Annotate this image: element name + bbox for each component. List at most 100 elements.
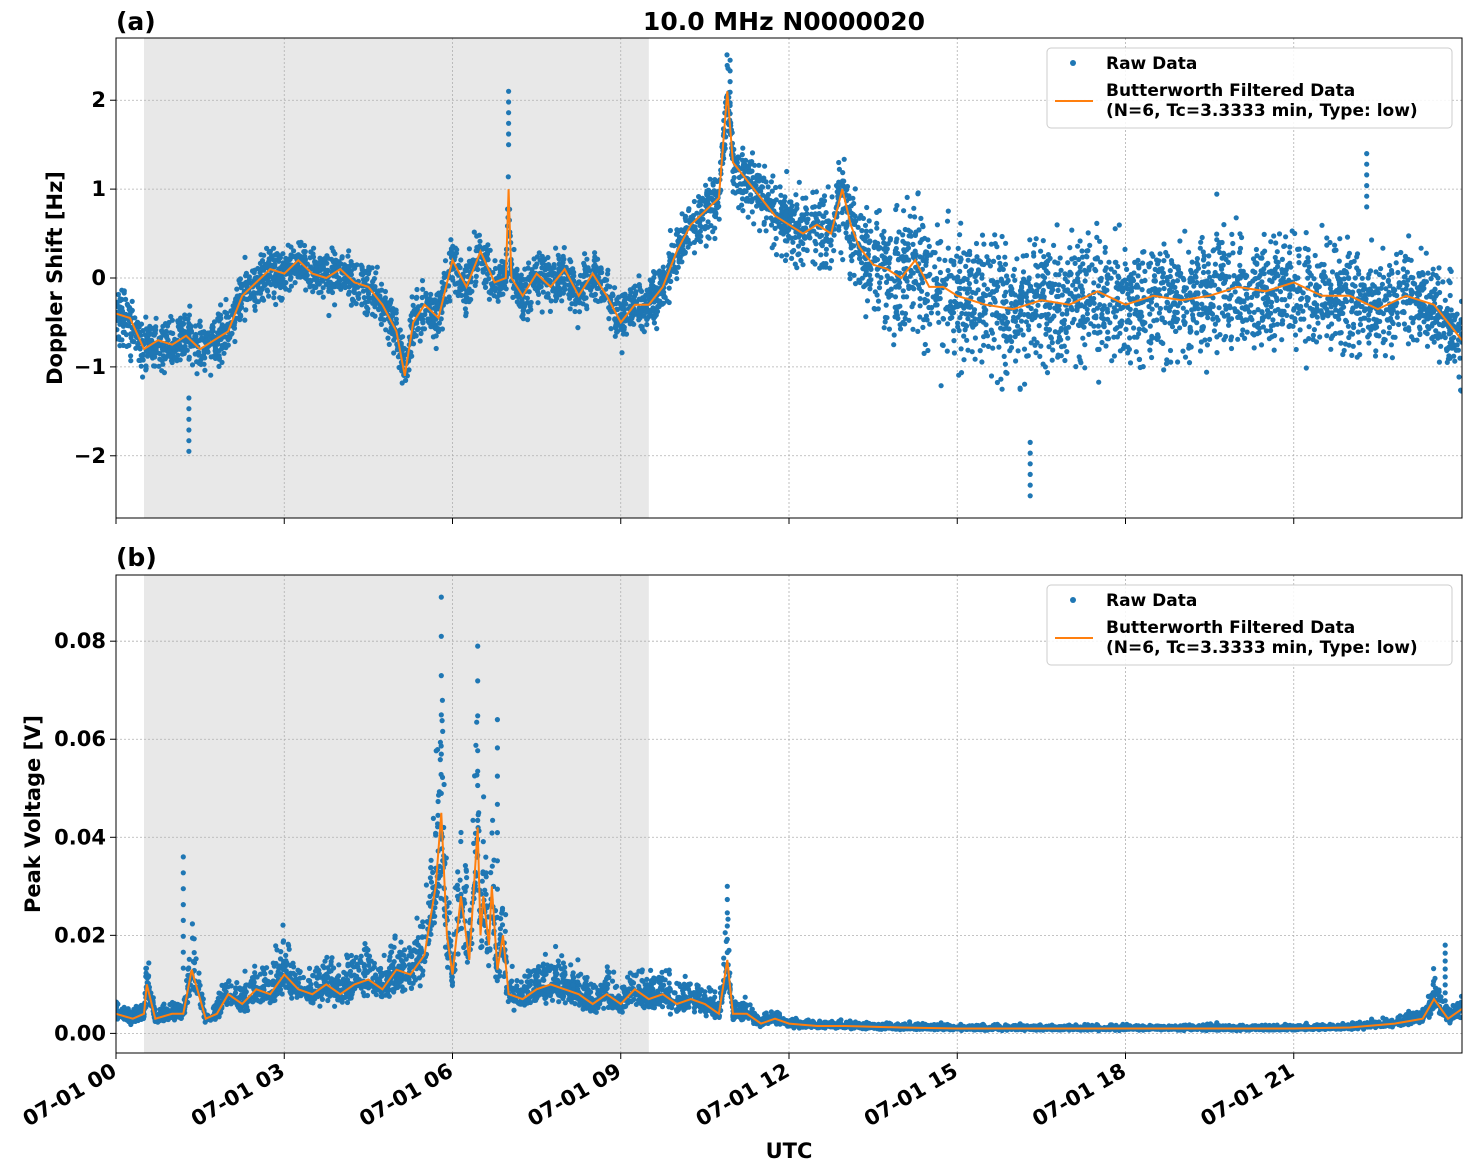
raw-data-point xyxy=(1151,273,1158,279)
raw-data-point xyxy=(740,145,746,151)
raw-data-point xyxy=(303,287,309,293)
raw-data-point xyxy=(932,264,938,270)
raw-data-point xyxy=(477,238,483,244)
raw-data-point xyxy=(531,256,537,262)
raw-data-point xyxy=(1194,320,1200,326)
raw-data-point xyxy=(1394,314,1400,320)
raw-data-point xyxy=(511,246,517,253)
raw-data-point xyxy=(1258,342,1265,348)
raw-data-point xyxy=(920,280,926,286)
raw-data-point xyxy=(1329,269,1336,275)
raw-data-point xyxy=(266,293,272,299)
raw-data-point xyxy=(1021,312,1027,318)
raw-data-point xyxy=(893,206,899,213)
raw-data-point xyxy=(1096,379,1102,385)
raw-data-point xyxy=(1135,312,1141,319)
raw-data-point xyxy=(1003,289,1009,295)
raw-data-point xyxy=(1332,242,1338,248)
raw-data-point xyxy=(1421,319,1427,325)
raw-data-point xyxy=(847,271,853,277)
raw-data-point xyxy=(1189,259,1195,265)
raw-data-point xyxy=(1181,285,1187,291)
raw-data-point xyxy=(196,349,202,355)
raw-data-point xyxy=(566,282,572,288)
raw-data-point xyxy=(1224,274,1230,280)
raw-data-point xyxy=(1040,273,1046,279)
raw-data-point xyxy=(1049,281,1055,287)
raw-data-point xyxy=(1343,317,1349,323)
raw-data-point xyxy=(1065,335,1071,341)
raw-data-point xyxy=(373,270,379,276)
raw-data-point xyxy=(864,233,870,239)
raw-data-point xyxy=(539,260,545,266)
raw-data-point xyxy=(1055,293,1061,299)
raw-data-point xyxy=(971,258,978,264)
raw-data-point xyxy=(1175,303,1181,309)
raw-data-point xyxy=(1410,320,1416,326)
raw-data-point xyxy=(1302,245,1308,251)
raw-data-point xyxy=(789,249,795,255)
raw-data-point xyxy=(1442,335,1448,341)
raw-data-point xyxy=(817,234,823,240)
raw-data-point xyxy=(1318,308,1324,314)
raw-data-point xyxy=(1197,245,1203,251)
raw-data-point xyxy=(967,248,973,254)
raw-data-point xyxy=(1155,261,1161,267)
raw-data-point xyxy=(403,377,409,383)
raw-data-point xyxy=(923,262,929,268)
raw-data-point xyxy=(887,236,894,242)
raw-data-point xyxy=(1151,278,1157,284)
raw-data-point xyxy=(1204,369,1210,375)
raw-data-point xyxy=(535,300,541,306)
raw-data-point xyxy=(958,255,964,261)
raw-data-point xyxy=(1366,340,1372,346)
raw-data-point xyxy=(409,294,415,300)
raw-data-point xyxy=(1204,342,1210,348)
raw-data-point xyxy=(1261,266,1267,272)
raw-data-point xyxy=(892,250,898,256)
raw-data-point xyxy=(968,267,975,273)
raw-data-point xyxy=(1157,305,1163,312)
raw-data-point xyxy=(1395,269,1401,276)
raw-data-point xyxy=(1073,286,1079,292)
raw-data-point xyxy=(1085,230,1091,236)
raw-data-point xyxy=(901,208,907,214)
raw-data-point xyxy=(466,246,472,252)
raw-data-point xyxy=(116,335,121,342)
raw-data-point xyxy=(436,320,442,326)
raw-data-point xyxy=(634,309,640,315)
raw-data-point xyxy=(525,309,531,315)
raw-data-point xyxy=(1336,282,1343,288)
raw-data-point xyxy=(1122,261,1128,267)
raw-data-point xyxy=(486,276,492,282)
raw-data-point xyxy=(745,169,751,175)
raw-data-point xyxy=(1000,299,1006,305)
raw-data-point xyxy=(862,238,869,244)
raw-data-point xyxy=(1103,343,1109,349)
raw-data-point xyxy=(1271,322,1277,328)
raw-data-point xyxy=(1074,307,1080,313)
raw-data-point xyxy=(1404,269,1410,275)
raw-data-point xyxy=(803,206,810,212)
raw-data-point xyxy=(1040,290,1046,296)
raw-data-point xyxy=(567,287,573,293)
raw-data-point xyxy=(1045,270,1051,276)
raw-data-point xyxy=(893,245,899,252)
raw-data-point xyxy=(271,295,277,301)
raw-data-point xyxy=(894,236,900,242)
raw-data-point xyxy=(1147,347,1153,353)
raw-data-point xyxy=(1406,233,1412,239)
raw-data-point xyxy=(910,241,916,247)
raw-data-point xyxy=(159,368,165,374)
raw-data-point xyxy=(1409,289,1416,295)
raw-data-point xyxy=(1127,306,1133,312)
raw-data-point xyxy=(1380,245,1386,251)
raw-data-point xyxy=(813,189,820,195)
raw-data-point xyxy=(1131,325,1137,331)
raw-data-point xyxy=(1107,320,1113,326)
raw-data-point xyxy=(1402,273,1408,280)
raw-data-point xyxy=(711,188,717,194)
raw-data-point xyxy=(1303,302,1309,308)
raw-data-point xyxy=(1051,313,1057,319)
